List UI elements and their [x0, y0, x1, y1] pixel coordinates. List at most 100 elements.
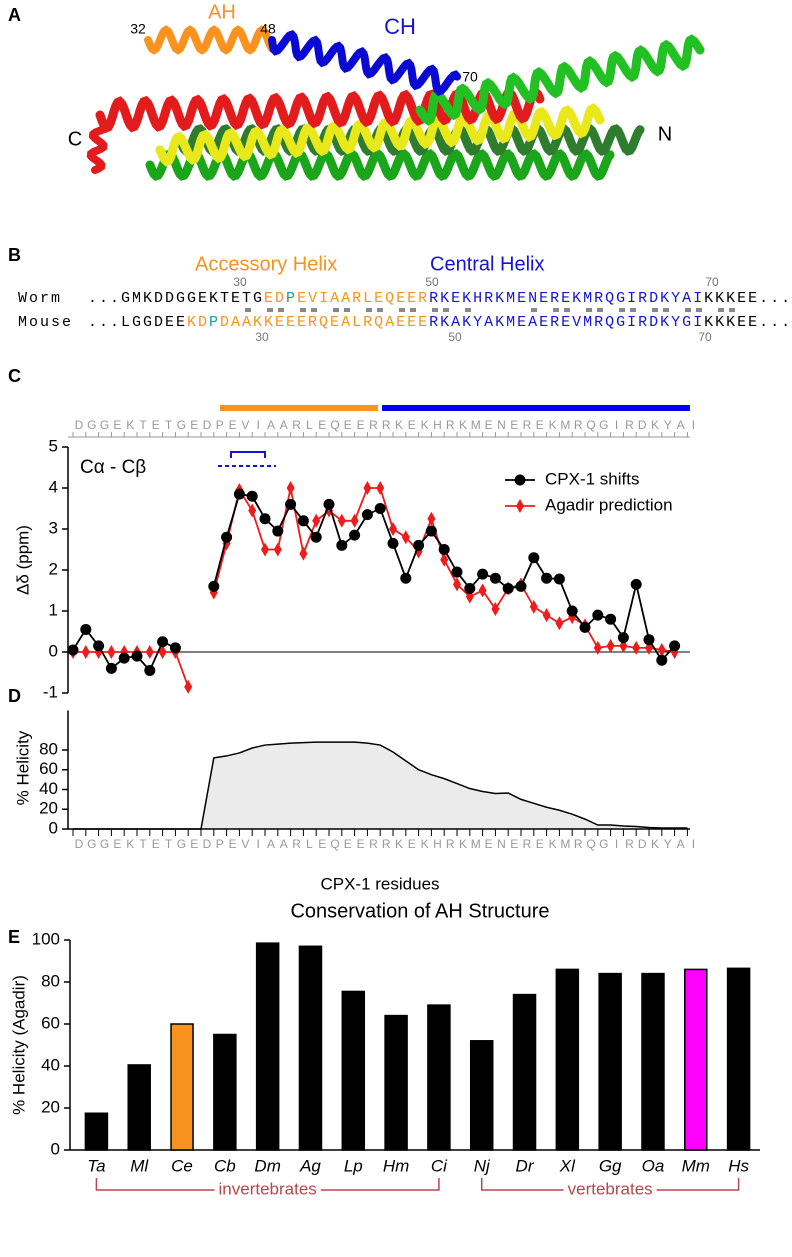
x-category-label: E	[152, 837, 160, 851]
x-category-label: G	[100, 837, 109, 851]
data-point	[593, 640, 602, 655]
top-category-label: H	[433, 418, 442, 432]
sequence-segment: P	[209, 314, 220, 331]
helix	[95, 86, 545, 134]
top-category-label: Y	[664, 418, 672, 432]
x-category-label: P	[216, 837, 224, 851]
top-category-label: D	[75, 418, 84, 432]
bar	[427, 1004, 451, 1151]
x-category-label: R	[446, 837, 455, 851]
conservation-mark	[410, 308, 416, 312]
top-category-label: K	[549, 418, 557, 432]
conservation-mark	[652, 308, 658, 312]
data-point	[541, 572, 553, 584]
bar	[255, 942, 280, 1151]
x-category-label: E	[318, 837, 326, 851]
helix	[268, 29, 462, 97]
y-tick-label: 80	[41, 971, 60, 990]
bar	[341, 990, 366, 1151]
conservation-mark	[718, 308, 724, 312]
top-category-label: E	[229, 418, 237, 432]
legend-marker	[516, 499, 524, 513]
data-point	[273, 542, 282, 557]
x-category-label: I	[615, 837, 618, 851]
conservation-mark	[300, 308, 306, 312]
bar	[726, 967, 751, 1151]
data-point	[336, 539, 348, 551]
top-category-label: R	[446, 418, 455, 432]
top-category-label: E	[113, 418, 121, 432]
conservation-mark	[663, 308, 669, 312]
conservation-mark	[366, 308, 372, 312]
residue-number: 50	[425, 275, 439, 289]
y-tick-label: 100	[32, 929, 60, 948]
residue-number: 30	[255, 330, 269, 344]
data-point	[542, 608, 551, 623]
x-category-label: R	[574, 837, 583, 851]
panel-label: D	[8, 686, 21, 706]
data-point	[491, 601, 500, 616]
y-tick-label: 0	[51, 1139, 60, 1158]
x-category-label: Dm	[254, 1156, 280, 1175]
top-category-label: R	[625, 418, 634, 432]
data-point	[413, 539, 425, 551]
data-point	[118, 652, 130, 664]
top-category-label: M	[471, 418, 481, 432]
bar	[684, 968, 708, 1151]
bar	[127, 1064, 151, 1151]
data-point	[464, 582, 476, 594]
y-tick-label: 2	[49, 559, 58, 578]
top-category-label: E	[344, 418, 352, 432]
x-category-label: D	[75, 837, 84, 851]
data-point	[107, 645, 116, 659]
data-point	[438, 544, 450, 555]
data-point	[184, 679, 193, 694]
top-category-label: A	[280, 418, 288, 432]
top-category-label: K	[395, 418, 403, 432]
data-point	[105, 662, 117, 674]
top-category-label: E	[190, 418, 198, 432]
structure-label: N	[658, 123, 672, 145]
x-category-label: H	[433, 837, 442, 851]
x-category-label: Ta	[87, 1156, 105, 1175]
sequence-segment: KKKEE...	[704, 290, 792, 307]
x-category-label: D	[638, 837, 647, 851]
helix	[86, 121, 110, 174]
data-point	[656, 654, 668, 666]
chart-title: Conservation of AH Structure	[290, 900, 549, 922]
conservation-mark	[531, 308, 537, 312]
data-point	[529, 599, 538, 614]
panel-label: A	[8, 5, 21, 25]
x-category-label: E	[536, 837, 544, 851]
legend-label: Agadir prediction	[545, 495, 673, 514]
data-point	[387, 537, 399, 549]
x-category-label: A	[267, 837, 275, 851]
conservation-mark	[333, 308, 339, 312]
top-category-label: R	[369, 418, 378, 432]
y-tick-label: 60	[39, 759, 58, 778]
y-tick-label: 4	[49, 477, 58, 496]
data-point	[233, 488, 245, 500]
x-category-label: K	[395, 837, 403, 851]
annotation: Cα - Cβ	[80, 457, 146, 478]
top-category-label: A	[267, 418, 275, 432]
bracket	[230, 451, 266, 458]
x-category-label: I	[692, 837, 695, 851]
structure-label: 32	[130, 21, 146, 37]
residue-number: 70	[705, 275, 719, 289]
sequence-segment: ...GMKDDGGEKTETG	[88, 290, 264, 307]
data-point	[299, 546, 308, 561]
x-category-label: G	[177, 837, 186, 851]
residue-number: 70	[698, 330, 712, 344]
data-point	[553, 573, 565, 585]
data-point	[606, 638, 615, 653]
helix-label: Central Helix	[430, 253, 544, 275]
x-category-label: Xl	[559, 1156, 576, 1175]
bar	[298, 945, 323, 1151]
x-category-label: N	[497, 837, 506, 851]
y-tick-label: 1	[49, 600, 58, 619]
data-point	[285, 498, 297, 510]
data-point	[248, 503, 257, 518]
y-axis-label: Δδ (ppm)	[13, 525, 32, 595]
x-category-label: D	[203, 837, 212, 851]
